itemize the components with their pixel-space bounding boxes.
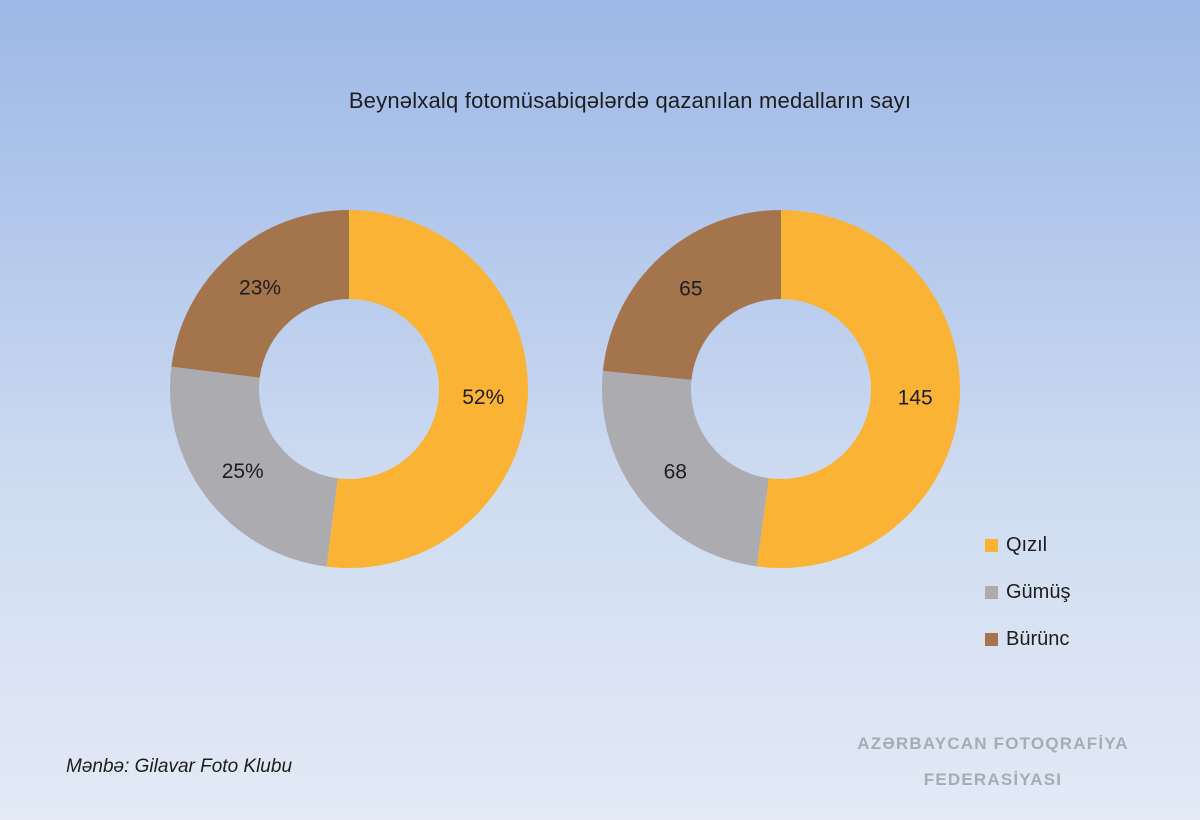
source-note: Mənbə: Gilavar Foto Klubu <box>66 756 293 777</box>
chart-title: Beynəlxalq fotomüsabiqələrdə qazanılan m… <box>348 88 912 113</box>
donut-2-label-silver: 68 <box>664 461 687 484</box>
legend-item-bronze: Bürünc <box>985 616 1070 663</box>
donut-1-slice-silver <box>170 366 338 567</box>
donut-1-label-gold: 52% <box>462 386 504 409</box>
legend-label-silver: Gümüş <box>1006 581 1071 603</box>
legend-swatch-bronze <box>985 633 998 646</box>
legend-item-silver: Gümüş <box>985 569 1070 616</box>
legend: Qızıl Gümüş Bürünc <box>985 522 1070 663</box>
legend-label-gold: Qızıl <box>1006 534 1048 556</box>
donut-1-slice-bronze <box>171 210 349 378</box>
legend-swatch-silver <box>985 586 998 599</box>
donut-1-label-silver: 25% <box>222 460 264 483</box>
federation-watermark: AZƏRBAYCAN FOTOQRAFİYA FEDERASİYASI <box>840 726 1146 798</box>
donut-2-slice-silver <box>602 370 769 567</box>
donut-2-slice-bronze <box>602 210 781 380</box>
legend-item-gold: Qızıl <box>985 522 1070 569</box>
donut-2-slice-gold <box>756 209 961 569</box>
watermark-line-2: FEDERASİYASI <box>923 770 1063 789</box>
donut-2-label-bronze: 65 <box>679 278 702 301</box>
donut-2-label-gold: 145 <box>898 387 933 410</box>
legend-swatch-gold <box>985 539 998 552</box>
donut-1-label-bronze: 23% <box>239 277 281 300</box>
donut-1-slice-gold <box>326 210 528 568</box>
legend-label-bronze: Bürünc <box>1006 628 1070 650</box>
watermark-line-1: AZƏRBAYCAN FOTOQRAFİYA <box>857 734 1129 753</box>
